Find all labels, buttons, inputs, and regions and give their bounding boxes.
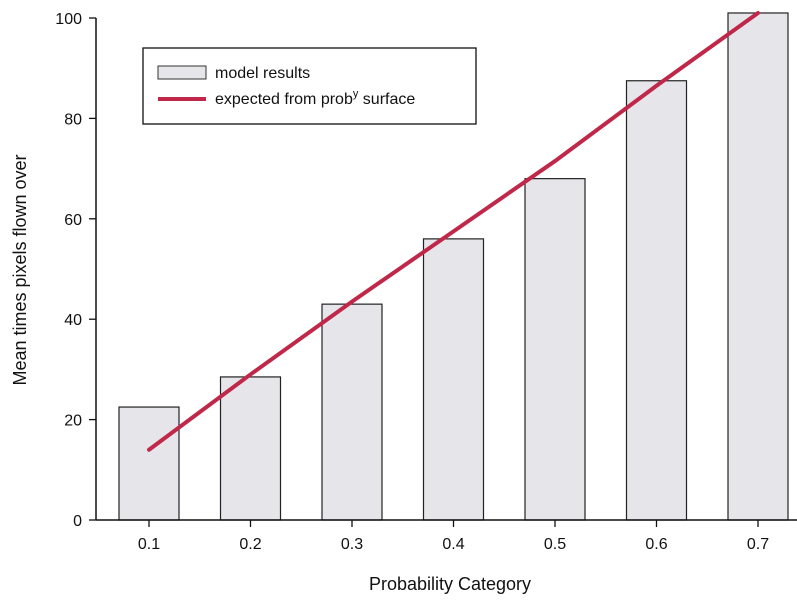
y-tick-label-0: 0 — [73, 513, 82, 530]
legend-bar-swatch — [157, 65, 207, 80]
y-ticks: 0 20 40 60 80 100 — [55, 11, 96, 530]
x-tick-label-0.6: 0.6 — [645, 536, 667, 553]
bar-0.4 — [422, 238, 485, 521]
y-tick-label-40: 40 — [64, 312, 82, 329]
bar-0.6 — [625, 80, 688, 521]
y-axis-title: Mean times pixels flown over — [10, 154, 30, 385]
x-tick-label-0.5: 0.5 — [544, 536, 566, 553]
legend-line-label-sup: y — [353, 88, 359, 100]
legend-line-label-main: expected from prob — [215, 91, 353, 108]
legend-line-label-tail: surface — [358, 91, 415, 108]
bar-0.7 — [727, 12, 789, 521]
legend: model results expected from proby surfac… — [142, 47, 477, 125]
legend-box — [142, 47, 477, 125]
y-tick-label-100: 100 — [55, 11, 82, 28]
y-tick-label-60: 60 — [64, 212, 82, 229]
x-tick-label-0.3: 0.3 — [341, 536, 363, 553]
x-tick-label-0.1: 0.1 — [138, 536, 160, 553]
x-tick-label-0.2: 0.2 — [239, 536, 261, 553]
x-axis-title: Probability Category — [369, 574, 531, 594]
bars-layer — [118, 12, 789, 521]
bar-0.5 — [524, 178, 586, 521]
line-layer — [147, 10, 760, 452]
bar-0.1 — [118, 406, 180, 521]
bar-0.3 — [321, 303, 383, 521]
x-ticks: 0.1 0.2 0.3 0.4 0.5 0.6 0.7 — [138, 520, 769, 553]
legend-bar-label: model results — [215, 65, 310, 82]
legend-line-label: expected from proby surface — [215, 88, 415, 108]
expected-line — [147, 10, 760, 452]
y-tick-label-80: 80 — [64, 111, 82, 128]
x-tick-label-0.7: 0.7 — [747, 536, 769, 553]
bar-0.2 — [219, 376, 282, 521]
x-tick-label-0.4: 0.4 — [442, 536, 464, 553]
y-tick-label-20: 20 — [64, 413, 82, 430]
